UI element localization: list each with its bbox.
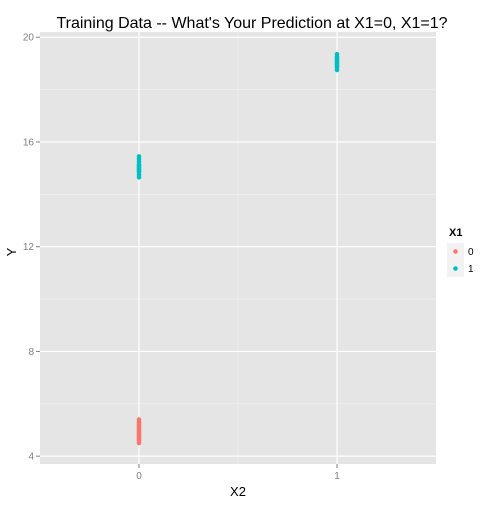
x-axis-label: X2 [230,484,246,499]
legend-label-0: 0 [468,247,474,258]
x-tick-label: 1 [334,471,340,482]
legend-label-1: 1 [468,264,474,275]
data-point-1 [136,154,142,159]
legend-marker-0 [453,249,458,254]
y-axis-ticks: 4 8 12 16 20 [23,33,40,463]
y-tick-label: 12 [23,242,35,253]
legend-title: X1 [449,227,462,239]
y-tick-label: 4 [28,452,34,463]
y-tick-label: 16 [23,137,35,148]
minor-gridlines [40,32,436,464]
legend-marker-1 [453,266,458,271]
data-points [136,51,340,446]
data-point-1 [334,51,340,57]
y-tick-label: 20 [23,33,35,44]
x-tick-label: 0 [136,471,142,482]
y-axis-label: Y [4,247,19,256]
y-tick-label: 8 [28,347,34,358]
legend-entries: 01 [447,243,474,277]
legend: X1 01 [447,227,474,277]
data-point-0 [136,417,142,422]
chart-title: Training Data -- What's Your Prediction … [56,15,447,32]
major-gridlines [40,32,436,464]
